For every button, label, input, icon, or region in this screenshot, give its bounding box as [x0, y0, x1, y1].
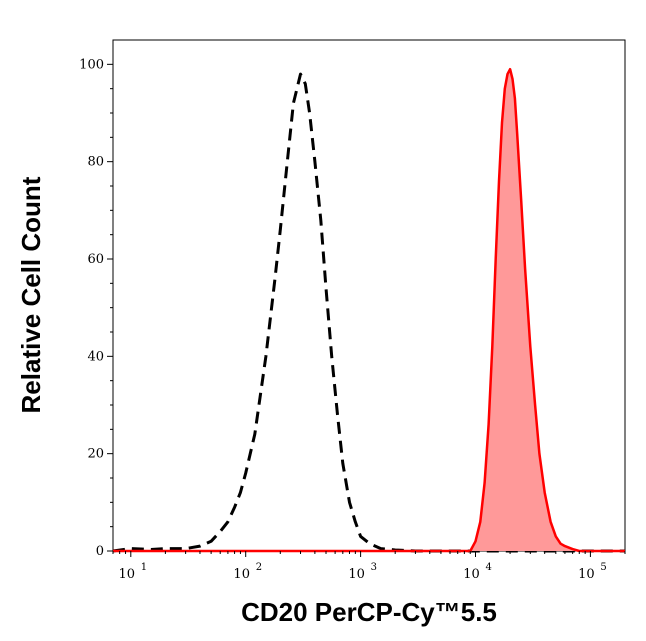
x-axis-title: CD20 PerCP-Cy™5.5	[241, 597, 497, 627]
stained-histogram-line	[113, 67, 625, 553]
x-tick-label: 10	[348, 567, 365, 582]
y-axis-title: Relative Cell Count	[16, 176, 46, 413]
x-tick-exponent: 4	[486, 562, 492, 573]
plot-frame	[112, 39, 626, 552]
y-tick-label: 20	[87, 447, 104, 462]
x-tick-label: 10	[233, 567, 250, 582]
x-tick-exponent: 5	[600, 562, 606, 573]
control-histogram-line	[112, 72, 625, 553]
x-tick-exponent: 2	[256, 562, 262, 573]
y-tick-label: 40	[87, 349, 104, 364]
series-layer	[112, 67, 625, 553]
y-tick-label: 100	[79, 57, 104, 72]
y-tick-label: 0	[96, 544, 104, 559]
stained-histogram-fill	[113, 69, 625, 551]
x-tick-label: 10	[463, 567, 480, 582]
y-axis-ticks: 0 20 40 60 80 100	[79, 57, 113, 559]
x-axis-ticks: 10 1 10 2 10 3 10 4 10 5	[112, 551, 626, 582]
x-tick-label: 10	[119, 567, 136, 582]
x-tick-label: 10	[578, 567, 595, 582]
y-tick-label: 80	[87, 155, 104, 170]
y-tick-label: 60	[87, 252, 104, 267]
x-tick-exponent: 1	[141, 562, 147, 573]
x-tick-exponent: 3	[371, 562, 377, 573]
